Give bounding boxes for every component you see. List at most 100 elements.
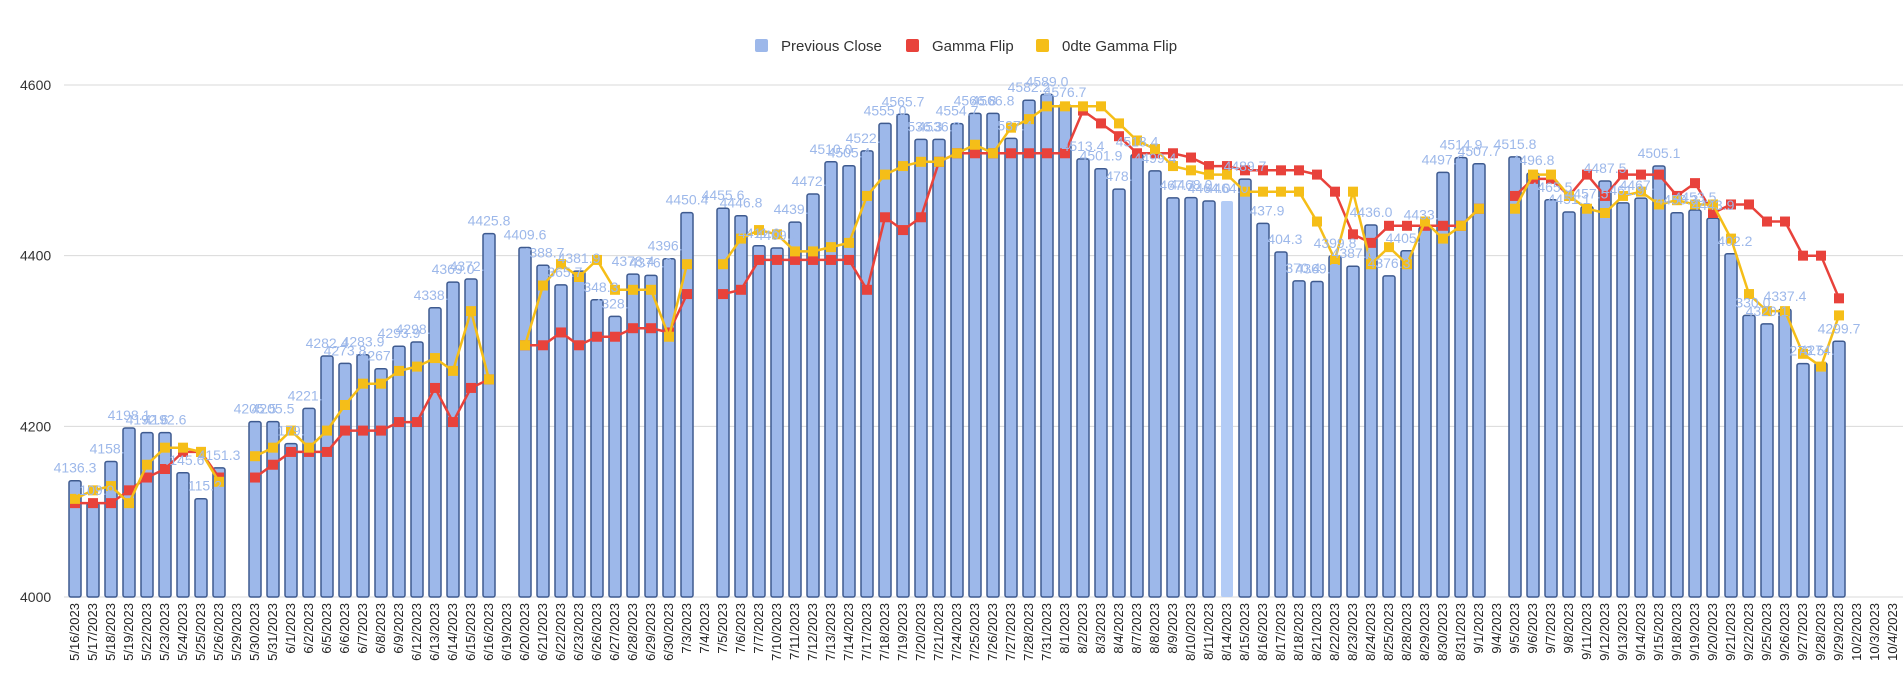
data-label-previous-close: 4499.4 xyxy=(1134,150,1177,166)
point-gamma-flip xyxy=(1582,169,1592,180)
point-zero-dte-gamma-flip xyxy=(772,229,782,240)
x-tick-label: 5/24/2023 xyxy=(175,603,190,661)
point-gamma-flip xyxy=(1708,208,1718,218)
data-label-previous-close: 4464.0 xyxy=(1188,180,1231,196)
x-tick-label: 8/10/2023 xyxy=(1183,603,1198,661)
x-tick-label: 10/2/2023 xyxy=(1849,603,1864,661)
data-label-previous-close: 4505.1 xyxy=(1638,145,1681,161)
point-gamma-flip xyxy=(466,382,476,393)
data-label-previous-close: 4136.3 xyxy=(54,460,97,476)
x-tick-label: 9/25/2023 xyxy=(1759,603,1774,661)
bar-previous-close xyxy=(1652,165,1666,598)
data-label-previous-close: 4455.6 xyxy=(702,187,745,203)
point-gamma-flip xyxy=(844,254,854,265)
point-zero-dte-gamma-flip xyxy=(520,340,530,351)
bar-previous-close xyxy=(536,264,550,598)
data-label-previous-close: 4457.5 xyxy=(1566,186,1609,202)
x-tick-label: 9/6/2023 xyxy=(1525,603,1540,654)
point-zero-dte-gamma-flip xyxy=(1384,242,1394,253)
point-zero-dte-gamma-flip xyxy=(1078,101,1088,112)
x-tick-label: 5/17/2023 xyxy=(85,603,100,661)
x-tick-label: 5/18/2023 xyxy=(103,603,118,661)
point-zero-dte-gamma-flip xyxy=(1186,165,1196,176)
point-gamma-flip xyxy=(1330,186,1340,197)
point-gamma-flip xyxy=(538,340,548,351)
data-label-previous-close: 4370.4 xyxy=(1278,260,1321,276)
point-gamma-flip xyxy=(448,417,458,428)
bar-previous-close xyxy=(68,479,82,598)
bar-previous-close xyxy=(788,221,802,598)
bar-previous-close xyxy=(1094,167,1108,598)
y-tick-label: 4600 xyxy=(20,77,51,93)
bar-previous-close xyxy=(248,420,262,598)
point-zero-dte-gamma-flip xyxy=(376,378,386,389)
point-gamma-flip xyxy=(1780,216,1790,227)
data-label-previous-close: 4453.5 xyxy=(1674,189,1717,205)
y-tick-label: 4200 xyxy=(20,418,51,434)
bar-previous-close xyxy=(914,138,928,598)
point-gamma-flip xyxy=(1834,293,1844,304)
bar-previous-close xyxy=(626,273,640,598)
x-tick-label: 9/27/2023 xyxy=(1795,603,1810,661)
bar-previous-close xyxy=(1166,197,1180,598)
data-label-previous-close: 4378.4 xyxy=(612,253,655,269)
x-tick-label: 8/18/2023 xyxy=(1291,603,1306,661)
x-tick-label: 8/3/2023 xyxy=(1093,603,1108,654)
point-zero-dte-gamma-flip xyxy=(304,442,314,453)
data-label-previous-close: 4468.0 xyxy=(1170,177,1213,193)
x-tick-label: 7/4/2023 xyxy=(697,603,712,654)
bar-previous-close xyxy=(428,307,442,598)
point-zero-dte-gamma-flip xyxy=(250,451,260,462)
point-gamma-flip xyxy=(1204,161,1214,172)
point-zero-dte-gamma-flip xyxy=(1096,101,1106,112)
data-label-previous-close: 4158.8 xyxy=(90,440,133,456)
bar-previous-close xyxy=(1328,255,1342,598)
point-gamma-flip xyxy=(358,425,368,436)
bar-previous-close xyxy=(590,299,604,598)
point-zero-dte-gamma-flip xyxy=(1654,199,1664,210)
bar-previous-close xyxy=(950,122,964,598)
x-tick-label: 8/25/2023 xyxy=(1381,603,1396,661)
x-tick-label: 9/4/2023 xyxy=(1489,603,1504,654)
point-zero-dte-gamma-flip xyxy=(1546,169,1556,180)
bar-previous-close xyxy=(770,247,784,598)
bar-previous-close xyxy=(1670,211,1684,598)
bar-previous-close xyxy=(986,112,1000,598)
bar-previous-close xyxy=(284,442,298,598)
x-tick-label: 7/17/2023 xyxy=(859,603,874,661)
x-tick-label: 8/2/2023 xyxy=(1075,603,1090,654)
data-label-previous-close: 4450.4 xyxy=(666,192,709,208)
bar-previous-close xyxy=(320,355,334,598)
point-zero-dte-gamma-flip xyxy=(1834,310,1844,321)
point-zero-dte-gamma-flip xyxy=(1114,118,1124,129)
data-label-previous-close: 4437.9 xyxy=(1242,202,1285,218)
bar-previous-close xyxy=(1274,251,1288,598)
bar-previous-close xyxy=(104,460,118,598)
data-label-previous-close: 4274.5 xyxy=(1800,342,1843,358)
data-label-previous-close: 4507.7 xyxy=(1458,143,1501,159)
x-tick-label: 9/15/2023 xyxy=(1651,603,1666,661)
bar-previous-close xyxy=(1814,362,1828,598)
point-zero-dte-gamma-flip xyxy=(1762,306,1772,317)
point-zero-dte-gamma-flip xyxy=(106,481,116,492)
point-gamma-flip xyxy=(1096,118,1106,129)
point-gamma-flip xyxy=(1024,148,1034,159)
bar-previous-close xyxy=(1148,170,1162,598)
point-zero-dte-gamma-flip xyxy=(1582,203,1592,214)
x-tick-label: 7/7/2023 xyxy=(751,603,766,654)
point-gamma-flip xyxy=(1348,229,1358,240)
point-zero-dte-gamma-flip xyxy=(1240,186,1250,197)
point-zero-dte-gamma-flip xyxy=(916,156,926,167)
point-zero-dte-gamma-flip xyxy=(1816,361,1826,372)
bar-previous-close xyxy=(662,257,676,598)
point-gamma-flip xyxy=(1366,237,1376,248)
x-tick-label: 8/17/2023 xyxy=(1273,603,1288,661)
point-gamma-flip xyxy=(574,340,584,351)
point-zero-dte-gamma-flip xyxy=(970,139,980,150)
data-label-previous-close: 4198.1 xyxy=(108,407,151,423)
point-zero-dte-gamma-flip xyxy=(1798,348,1808,359)
data-label-previous-close: 4465.5 xyxy=(1530,179,1573,195)
x-tick-label: 8/21/2023 xyxy=(1309,603,1324,661)
point-zero-dte-gamma-flip xyxy=(790,246,800,257)
point-gamma-flip xyxy=(394,417,404,428)
